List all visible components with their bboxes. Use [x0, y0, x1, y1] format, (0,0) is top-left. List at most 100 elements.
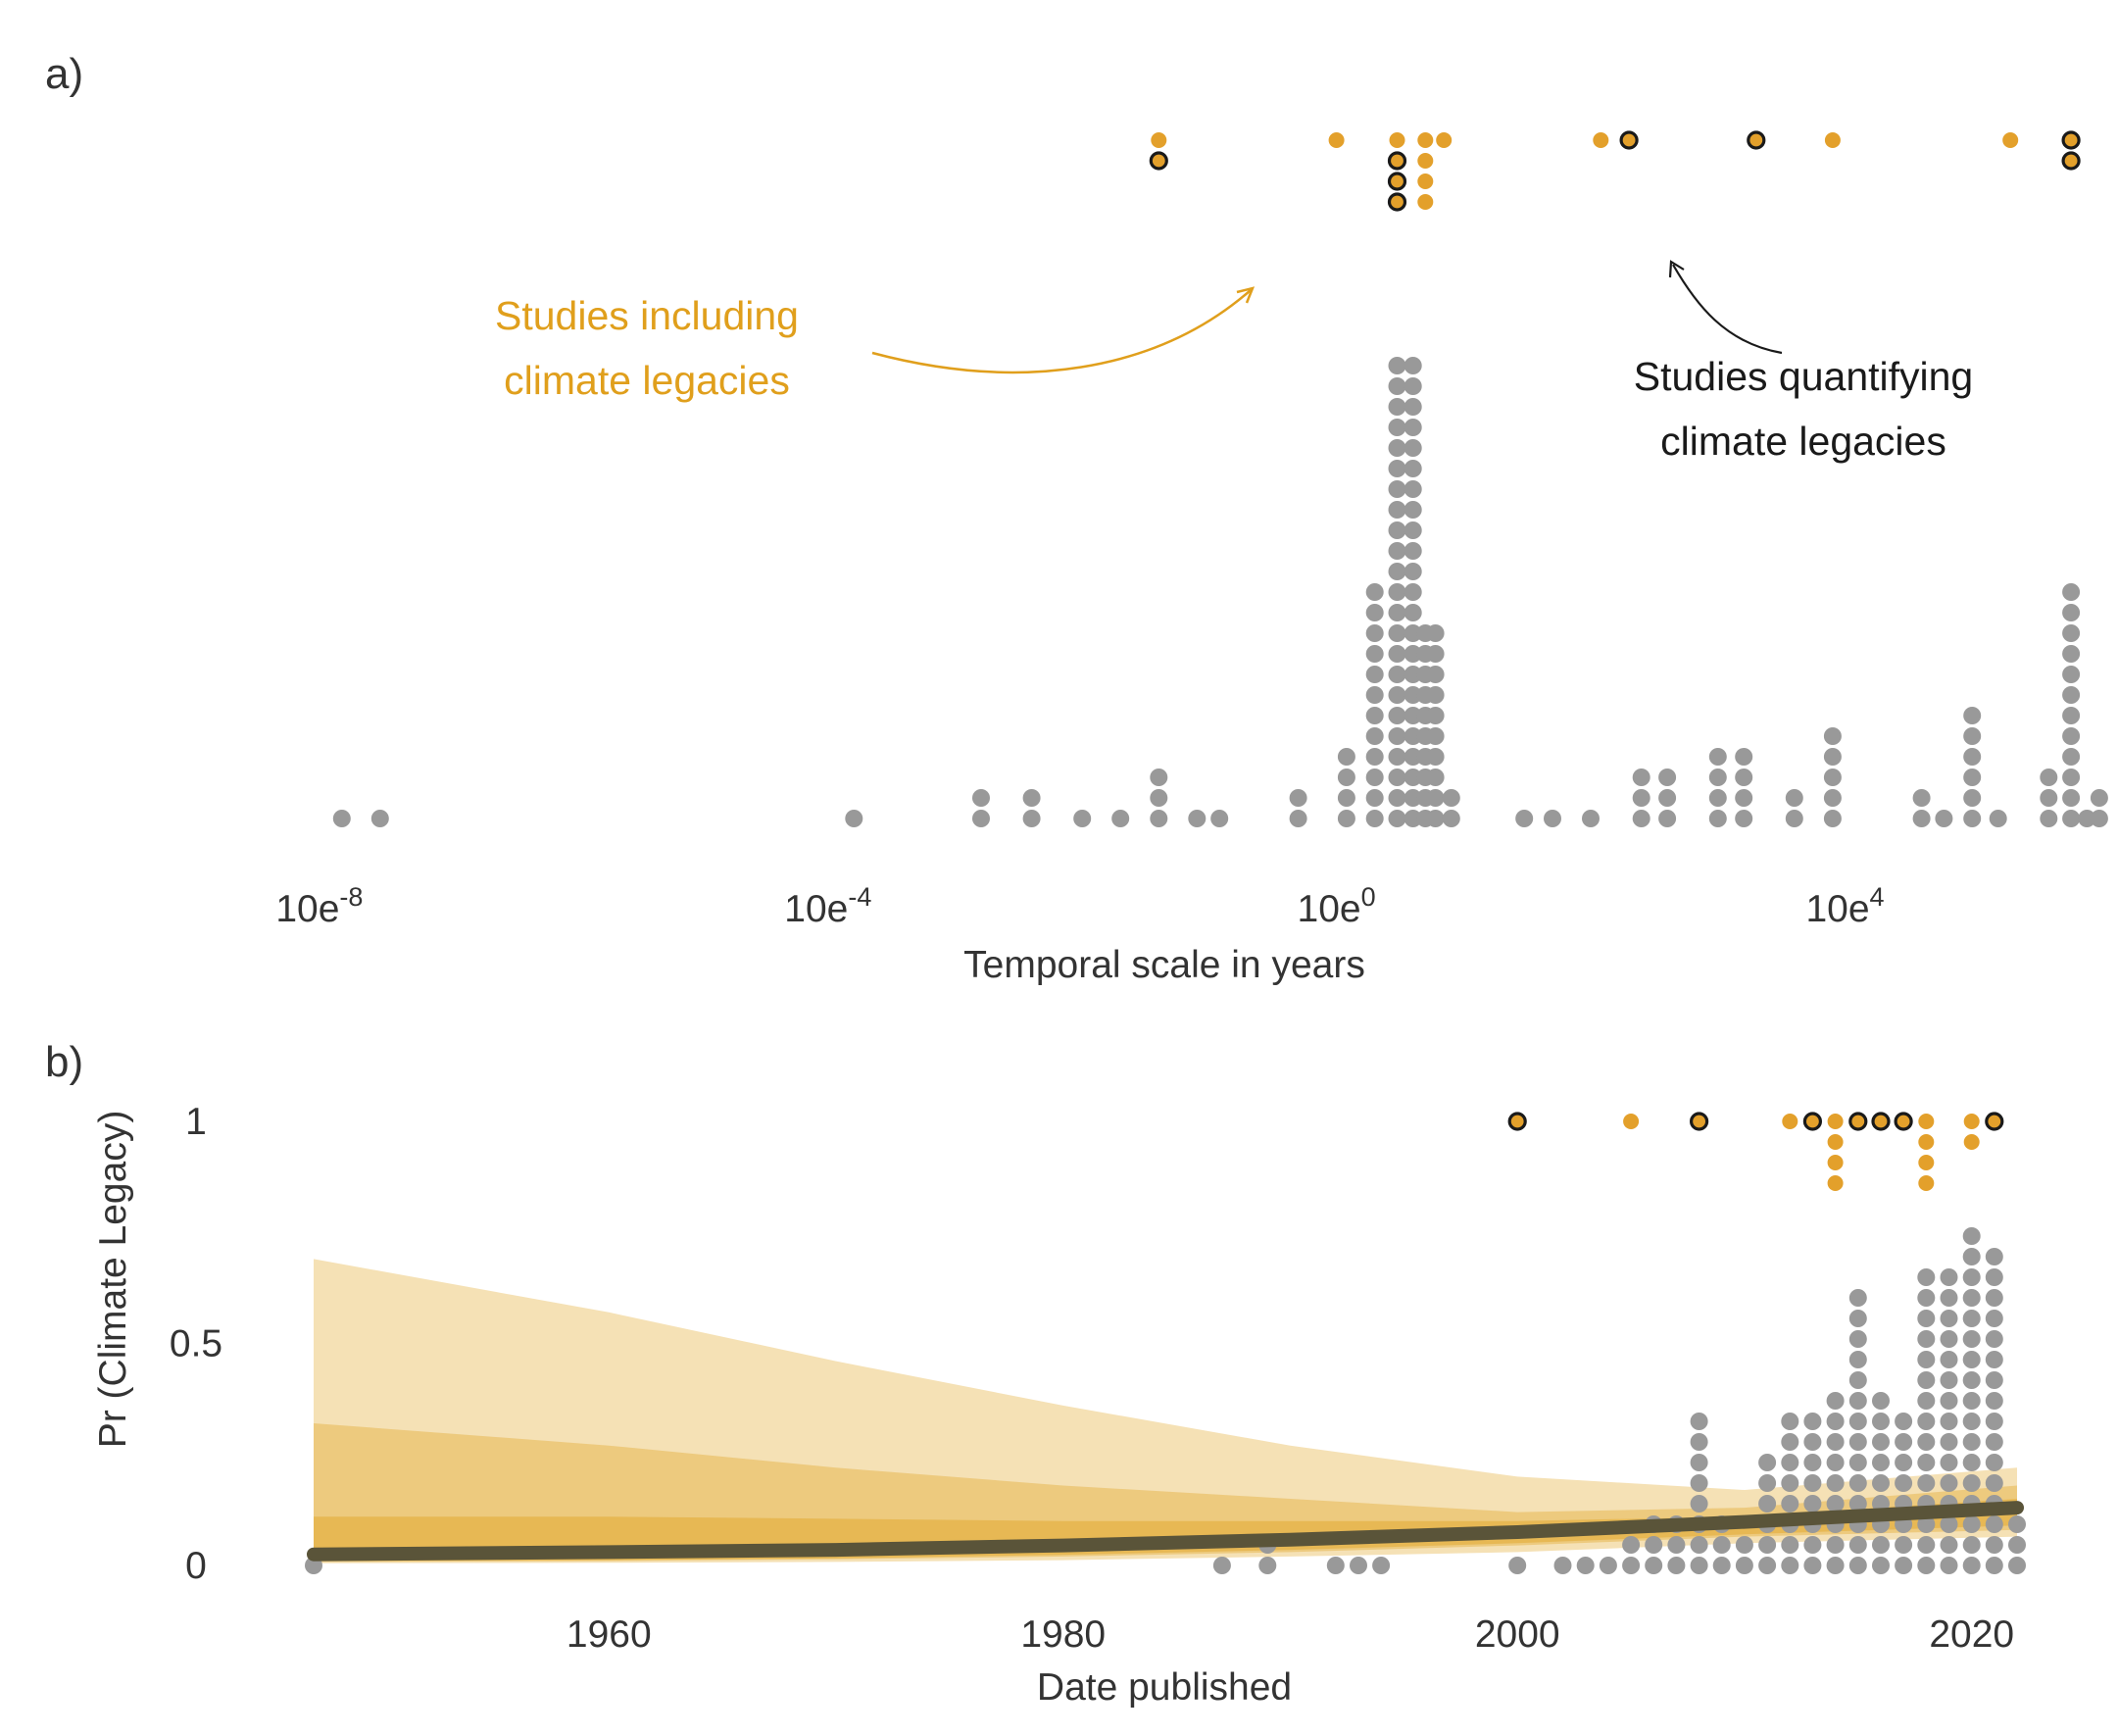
panel-a-study-dot — [1735, 810, 1753, 827]
panel-b-study-dot — [1940, 1515, 1958, 1533]
panel-a-study-dot — [1632, 789, 1650, 807]
panel-a-including-dot — [1593, 132, 1609, 148]
panel-b-study-dot — [1872, 1557, 1890, 1574]
panel-a-study-dot — [1388, 769, 1406, 786]
panel-a-x-ticks: 10e-8 10e-4 10e0 10e4 — [275, 882, 1884, 930]
panel-b-study-dot — [1712, 1536, 1731, 1554]
panel-a-study-dot — [1823, 727, 1842, 745]
panel-b-study-dot — [1985, 1433, 2003, 1451]
panel-b-study-dot — [1212, 1557, 1231, 1574]
panel-a-study-dot — [1426, 748, 1445, 766]
panel-b-study-dot — [1917, 1536, 1936, 1554]
panel-b-study-dot — [1803, 1536, 1822, 1554]
panel-b-including-dot — [1827, 1134, 1844, 1150]
panel-a-study-dot — [1210, 810, 1229, 827]
panel-b-mean-line — [307, 1501, 2024, 1562]
panel-a-study-dot — [1708, 789, 1727, 807]
panel-b-study-dot — [1962, 1536, 1981, 1554]
panel-a-study-dot — [1388, 666, 1406, 683]
panel-a-including-dot — [1417, 132, 1434, 148]
panel-a-study-dot — [2062, 769, 2081, 786]
panel-a-study-dot — [1515, 810, 1534, 827]
panel-b-study-dot — [1985, 1351, 2003, 1368]
panel-b-quantifying-dot — [1507, 1112, 1527, 1131]
panel-b-y-ticks: 00.51 — [170, 1101, 222, 1587]
panel-b-study-dot — [1962, 1330, 1981, 1348]
panel-b-study-dot — [1848, 1495, 1867, 1513]
panel-a-study-dot — [1544, 810, 1561, 827]
panel-b-study-dot — [1781, 1413, 1799, 1430]
panel-a-study-dot — [2062, 624, 2081, 642]
panel-a-study-dot — [1658, 789, 1677, 807]
panel-b-study-dot — [1985, 1536, 2003, 1554]
panel-b-y-tick-label: 0 — [185, 1545, 207, 1587]
panel-a-study-dot — [1388, 604, 1406, 621]
panel-b-study-dot — [1917, 1371, 1936, 1389]
panel-b-study-dot — [1848, 1454, 1867, 1471]
panel-b-study-dot — [1848, 1474, 1867, 1492]
panel-b-including-dot — [1918, 1175, 1935, 1191]
panel-b-study-dot — [1985, 1515, 2003, 1533]
panel-b-study-dot — [1872, 1433, 1890, 1451]
panel-a-study-dot — [1735, 748, 1753, 766]
panel-a-study-dot — [1388, 727, 1406, 745]
panel-b-study-dot — [1848, 1536, 1867, 1554]
panel-b-study-dot — [1690, 1413, 1708, 1430]
panel-a-study-dot — [1963, 727, 1982, 745]
panel-a-study-dot — [1442, 810, 1460, 827]
panel-b-study-dot — [1985, 1392, 2003, 1410]
panel-b-study-dot — [1962, 1454, 1981, 1471]
panel-a-study-dot — [1404, 666, 1422, 683]
panel-a-study-dot — [1365, 727, 1384, 745]
panel-a-study-dot — [2062, 666, 2081, 683]
panel-a-study-dot — [2090, 810, 2108, 827]
panel-b-study-dot — [1985, 1557, 2003, 1574]
panel-a-study-dot — [1289, 789, 1307, 807]
panel-a-including-dot — [1389, 132, 1405, 148]
panel-b-label: b) — [45, 1038, 83, 1086]
panel-a-study-dot — [1426, 810, 1445, 827]
panel-b-study-dot — [1781, 1454, 1799, 1471]
panel-b-study-dot — [1985, 1413, 2003, 1430]
panel-b-study-dot — [1985, 1454, 2003, 1471]
panel-b-study-dot — [1917, 1515, 1936, 1533]
panel-b-study-dot — [1917, 1413, 1936, 1430]
panel-b-study-dot — [1848, 1392, 1867, 1410]
panel-a-study-dot — [1365, 686, 1384, 704]
panel-b-study-dot — [1962, 1557, 1981, 1574]
panel-a-study-dot — [1388, 583, 1406, 601]
panel-a-quantifying-dot — [1747, 130, 1766, 150]
panel-a-study-dot — [1426, 686, 1445, 704]
panel-b-study-dot — [1962, 1310, 1981, 1327]
panel-b-study-dot — [1917, 1289, 1936, 1307]
panel-a-study-dot — [1963, 789, 1982, 807]
panel-b-study-dot — [1622, 1536, 1641, 1554]
panel-a-study-dot — [1388, 419, 1406, 436]
panel-a-study-dot — [1365, 624, 1384, 642]
panel-a-study-dot — [1388, 686, 1406, 704]
panel-b-study-dot — [1940, 1330, 1958, 1348]
panel-a-study-dot — [1289, 810, 1307, 827]
panel-b-quantifying-dot — [1894, 1112, 1913, 1131]
panel-a-study-dot — [1632, 810, 1650, 827]
panel-a-study-dot — [2040, 769, 2058, 786]
panel-b-study-dot — [1826, 1433, 1845, 1451]
panel-b-study-dot — [1848, 1413, 1867, 1430]
panel-b-x-tick-label: 2000 — [1475, 1613, 1560, 1656]
panel-a-study-dot — [1426, 769, 1445, 786]
panel-a-study-dot — [1388, 789, 1406, 807]
annotation-quantifying: Studies quantifying climate legacies — [1634, 260, 1973, 464]
panel-b-study-dot — [1962, 1474, 1981, 1492]
panel-b-study-dot — [1940, 1433, 1958, 1451]
panel-a-study-dot — [1404, 748, 1422, 766]
panel-b-study-dot — [1690, 1536, 1708, 1554]
panel-a-study-dot — [1404, 439, 1422, 457]
panel-b-study-dot — [1758, 1495, 1777, 1513]
panel-b-study-dot — [1917, 1392, 1936, 1410]
panel-a-study-dot — [1388, 398, 1406, 416]
panel-b-study-dot — [1985, 1289, 2003, 1307]
annotation-quantifying-arrow — [1672, 264, 1783, 355]
panel-a-study-dot — [845, 810, 863, 827]
panel-a-study-dot — [1404, 542, 1422, 560]
